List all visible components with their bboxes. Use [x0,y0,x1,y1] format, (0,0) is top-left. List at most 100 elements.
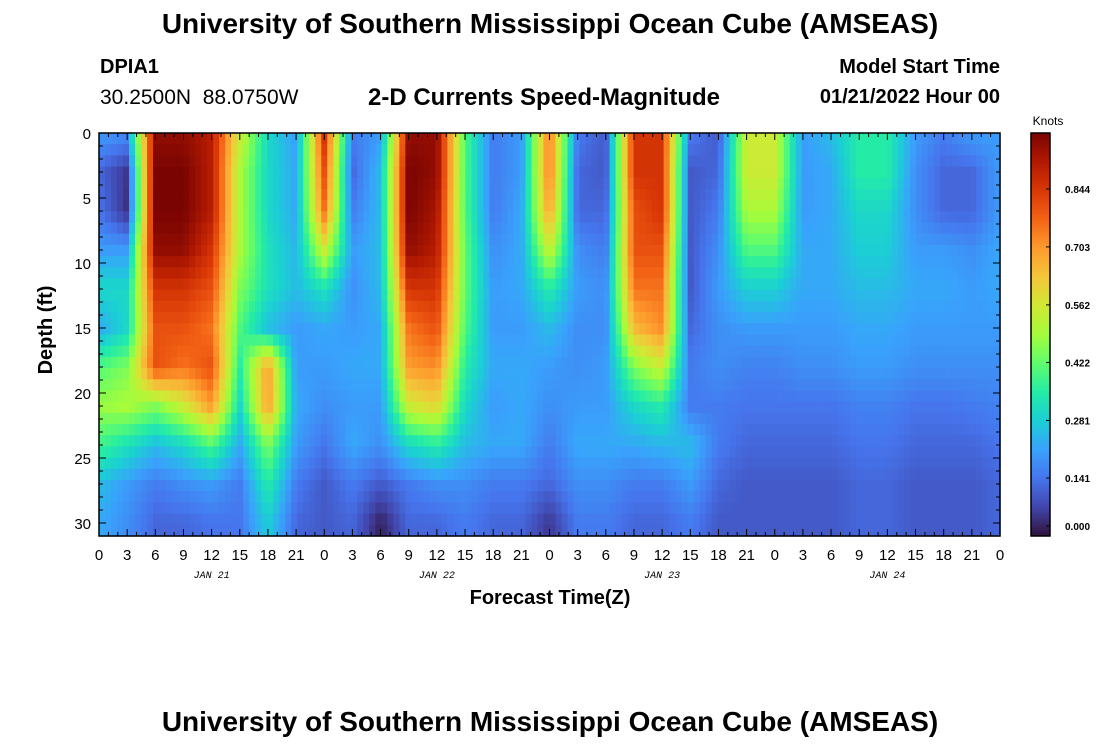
heatmap-cell [927,233,935,246]
heatmap-cell [807,424,815,436]
heatmap-cell [171,200,178,212]
heatmap-cell [279,412,286,425]
heatmap-cell [297,446,304,459]
heatmap-cell [237,144,244,156]
heatmap-cell [903,200,911,212]
heatmap-cell [675,390,683,403]
heatmap-cell [645,177,653,190]
heatmap-cell [423,256,430,268]
heatmap-cell [369,334,376,347]
heatmap-cell [651,435,659,448]
heatmap-cell [375,435,382,448]
heatmap-cell [273,267,280,280]
heatmap-cell [927,334,935,347]
heatmap-cell [699,155,707,168]
heatmap-cell [561,491,569,504]
heatmap-cell [795,200,803,212]
heatmap-cell [615,200,623,212]
heatmap-cell [315,323,322,336]
heatmap-cell [795,356,803,369]
heatmap-cell [339,323,346,336]
heatmap-cell [909,222,917,235]
heatmap-cell [117,200,124,212]
heatmap-cell [771,200,779,212]
heatmap-cell [357,312,364,324]
heatmap-cell [567,166,575,179]
heatmap-cell [195,144,202,156]
heatmap-cell [543,345,551,358]
heatmap-cell [771,401,779,414]
heatmap-cell [627,312,635,324]
heatmap-cell [333,188,340,201]
heatmap-cell [501,457,509,470]
heatmap-cell [909,289,917,302]
heatmap-cell [813,446,821,459]
heatmap-cell [165,200,172,212]
heatmap-cell [327,457,334,470]
heatmap-cell [969,334,977,347]
heatmap-cell [399,457,406,470]
heatmap-cell [963,345,971,358]
heatmap-cell [453,368,460,380]
heatmap-cell [765,480,773,492]
heatmap-cell [423,222,430,235]
heatmap-cell [879,468,887,481]
heatmap-cell [951,446,959,459]
heatmap-cell [693,480,701,492]
heatmap-cell [237,233,244,246]
heatmap-cell [327,468,334,481]
heatmap-cell [753,166,761,179]
heatmap-cell [303,133,310,145]
heatmap-cell [819,222,827,235]
heatmap-cell [729,211,737,224]
heatmap-cell [399,144,406,156]
heatmap-cell [387,177,394,190]
heatmap-cell [789,446,797,459]
heatmap-cell [483,446,491,459]
heatmap-cell [465,334,473,347]
heatmap-cell [489,379,497,392]
heatmap-cell [675,233,683,246]
heatmap-cell [171,379,178,392]
heatmap-cell [315,244,322,257]
heatmap-cell [729,446,737,459]
heatmap-cell [207,278,214,291]
heatmap-cell [759,323,767,336]
heatmap-cell [627,368,635,380]
heatmap-cell [177,345,184,358]
heatmap-cell [813,468,821,481]
heatmap-cell [441,390,448,403]
heatmap-cell [231,446,238,459]
heatmap-cell [615,244,623,257]
heatmap-cell [759,401,767,414]
heatmap-cell [255,289,262,302]
heatmap-cell [879,222,887,235]
heatmap-cell [897,401,905,414]
heatmap-cell [129,401,136,414]
heatmap-cell [279,480,286,492]
heatmap-cell [369,356,376,369]
heatmap-cell [711,412,719,425]
heatmap-cell [651,177,659,190]
heatmap-cell [681,177,689,190]
heatmap-cell [645,200,653,212]
heatmap-cell [183,155,190,168]
heatmap-cell [123,345,130,358]
heatmap-cell [843,401,851,414]
heatmap-cell [255,356,262,369]
heatmap-cell [873,446,881,459]
heatmap-cell [387,412,394,425]
heatmap-cell [531,390,539,403]
heatmap-cell [897,491,905,504]
heatmap-cell [609,289,617,302]
heatmap-cell [267,155,274,168]
heatmap-cell [417,222,424,235]
heatmap-cell [735,300,743,313]
heatmap-cell [207,368,214,380]
heatmap-cell [525,446,533,459]
heatmap-cell [105,200,112,212]
heatmap-cell [651,446,659,459]
heatmap-cell [735,211,743,224]
heatmap-cell [261,323,268,336]
heatmap-cell [465,446,473,459]
